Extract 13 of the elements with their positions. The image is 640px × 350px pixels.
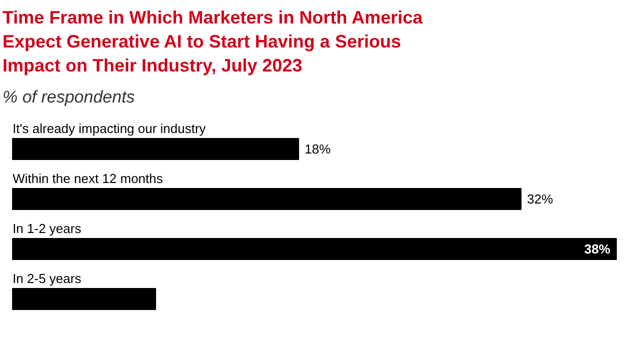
bar xyxy=(12,288,156,310)
data-label: 38% xyxy=(584,242,611,256)
bar xyxy=(12,138,300,160)
bar xyxy=(12,188,522,210)
y-tick-label: It's already impacting our industry xyxy=(12,121,206,136)
bar xyxy=(12,238,617,260)
y-tick-label: In 2-5 years xyxy=(12,271,82,286)
data-label: 18% xyxy=(304,142,332,156)
chart-subtitle: % of respondents xyxy=(2,88,136,106)
y-tick-label: Within the next 12 months xyxy=(12,171,164,186)
chart-title: Time Frame in Which Marketers in North America Expect Generative AI to Start Having a Serious Impact on Their Industry, July 2023 xyxy=(2,8,424,76)
data-label: 32% xyxy=(527,192,554,206)
y-tick-label: In 1-2 years xyxy=(12,221,82,236)
